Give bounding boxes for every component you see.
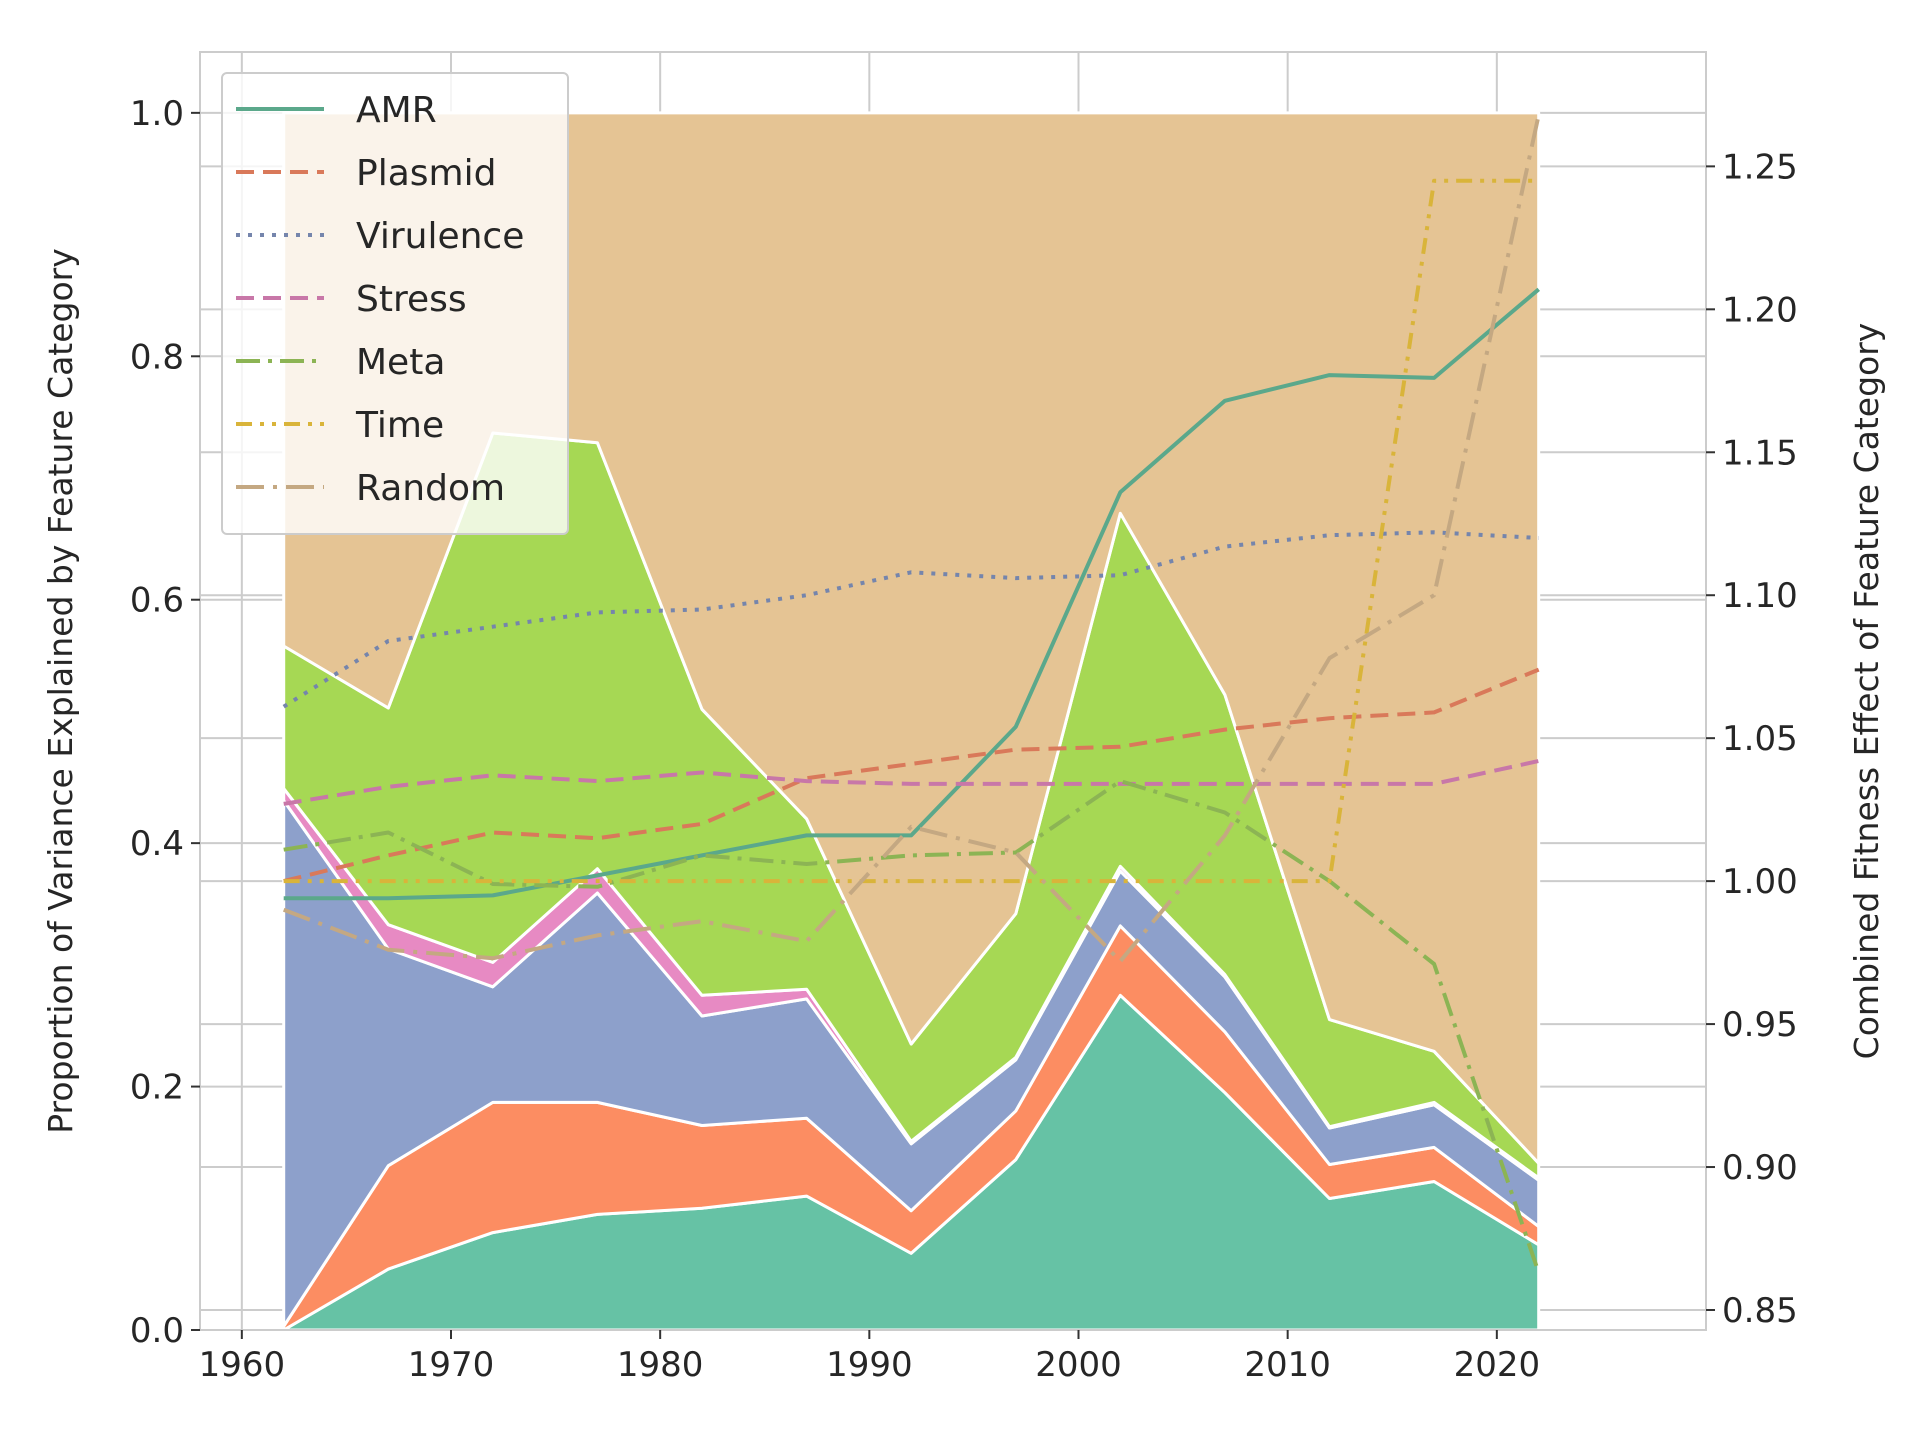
x-tick-label: 1990: [826, 1345, 913, 1385]
y-right-tick-label: 0.90: [1722, 1148, 1798, 1188]
legend-label-virulence: Virulence: [356, 216, 524, 257]
y-left-tick-label: 0.2: [130, 1068, 184, 1108]
y-right-tick-label: 0.95: [1722, 1005, 1798, 1045]
y-right-tick-label: 1.05: [1722, 719, 1798, 759]
line-random: [282, 114, 1541, 964]
x-tick-label: 1970: [408, 1345, 495, 1385]
y-right-tick-label: 1.20: [1722, 290, 1798, 330]
y-left-tick-label: 0.0: [130, 1311, 184, 1351]
x-tick-label: 1980: [617, 1345, 704, 1385]
line-series-layer: [282, 114, 1541, 1274]
y-right-tick-label: 1.00: [1722, 862, 1798, 902]
y-axis-left-label: Proportion of Variance Explained by Feat…: [41, 248, 80, 1134]
y-right-tick-label: 1.25: [1722, 147, 1798, 187]
axes-layer: 1960 1970 1980 1990 2000 2010 2020 0.0 0.2 0.4 0.6…: [130, 94, 1798, 1385]
y-left-tick-label: 0.8: [130, 337, 184, 377]
legend-label-plasmid: Plasmid: [356, 153, 496, 194]
area-remaining: [282, 111, 1541, 1165]
line-stress: [283, 759, 1540, 806]
x-tick-label: 2000: [1035, 1345, 1122, 1385]
legend-label-stress: Stress: [356, 279, 467, 320]
line-amr: [283, 287, 1540, 901]
legend-label-random: Random: [356, 468, 505, 509]
y-axis-right-label: Combined Fitness Effect of Feature Categ…: [1847, 323, 1886, 1060]
legend: AMR Plasmid Virulence Stress Meta Time Random: [221, 72, 569, 535]
legend-label-meta: Meta: [356, 342, 445, 383]
x-tick-label: 2020: [1454, 1345, 1541, 1385]
x-tick-label: 1960: [199, 1345, 286, 1385]
y-left-tick-label: 0.6: [130, 581, 184, 621]
line-virulence: [282, 530, 1539, 709]
y-left-tick-label: 0.4: [130, 824, 184, 864]
y-right-tick-label: 1.15: [1722, 433, 1798, 473]
legend-label-time: Time: [355, 405, 444, 446]
y-right-tick-label: 0.85: [1722, 1291, 1798, 1331]
y-left-tick-label: 1.0: [130, 94, 184, 134]
legend-label-amr: AMR: [356, 90, 437, 131]
line-time: [283, 178, 1539, 884]
x-tick-label: 2010: [1244, 1345, 1331, 1385]
plot-frame: [199, 51, 1707, 1331]
line-plasmid: [283, 667, 1540, 884]
legend-box: [221, 72, 569, 535]
y-right-tick-label: 1.10: [1722, 576, 1798, 616]
